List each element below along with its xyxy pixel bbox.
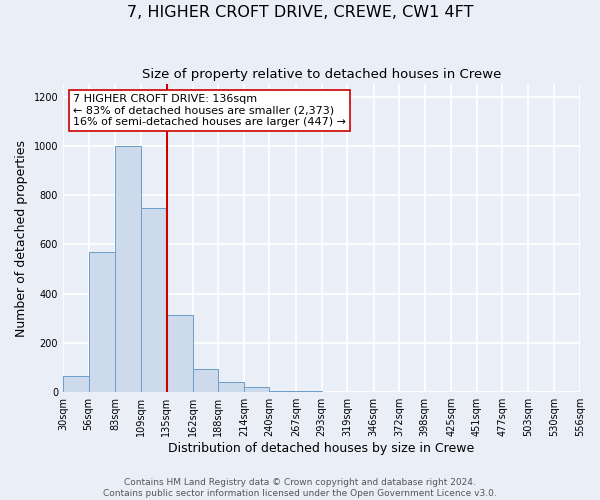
Bar	[269, 391, 296, 392]
Y-axis label: Number of detached properties: Number of detached properties	[15, 140, 28, 337]
Bar	[115, 146, 140, 392]
Bar	[140, 208, 166, 392]
Text: Contains HM Land Registry data © Crown copyright and database right 2024.
Contai: Contains HM Land Registry data © Crown c…	[103, 478, 497, 498]
Text: 7 HIGHER CROFT DRIVE: 136sqm
← 83% of detached houses are smaller (2,373)
16% of: 7 HIGHER CROFT DRIVE: 136sqm ← 83% of de…	[73, 94, 346, 127]
X-axis label: Distribution of detached houses by size in Crewe: Distribution of detached houses by size …	[169, 442, 475, 455]
Bar	[63, 376, 89, 392]
Text: 7, HIGHER CROFT DRIVE, CREWE, CW1 4FT: 7, HIGHER CROFT DRIVE, CREWE, CW1 4FT	[127, 5, 473, 20]
Bar	[296, 391, 322, 392]
Title: Size of property relative to detached houses in Crewe: Size of property relative to detached ho…	[142, 68, 501, 80]
Bar	[89, 252, 115, 392]
Bar	[166, 314, 193, 392]
Bar	[193, 369, 218, 392]
Bar	[218, 382, 244, 392]
Bar	[244, 388, 269, 392]
